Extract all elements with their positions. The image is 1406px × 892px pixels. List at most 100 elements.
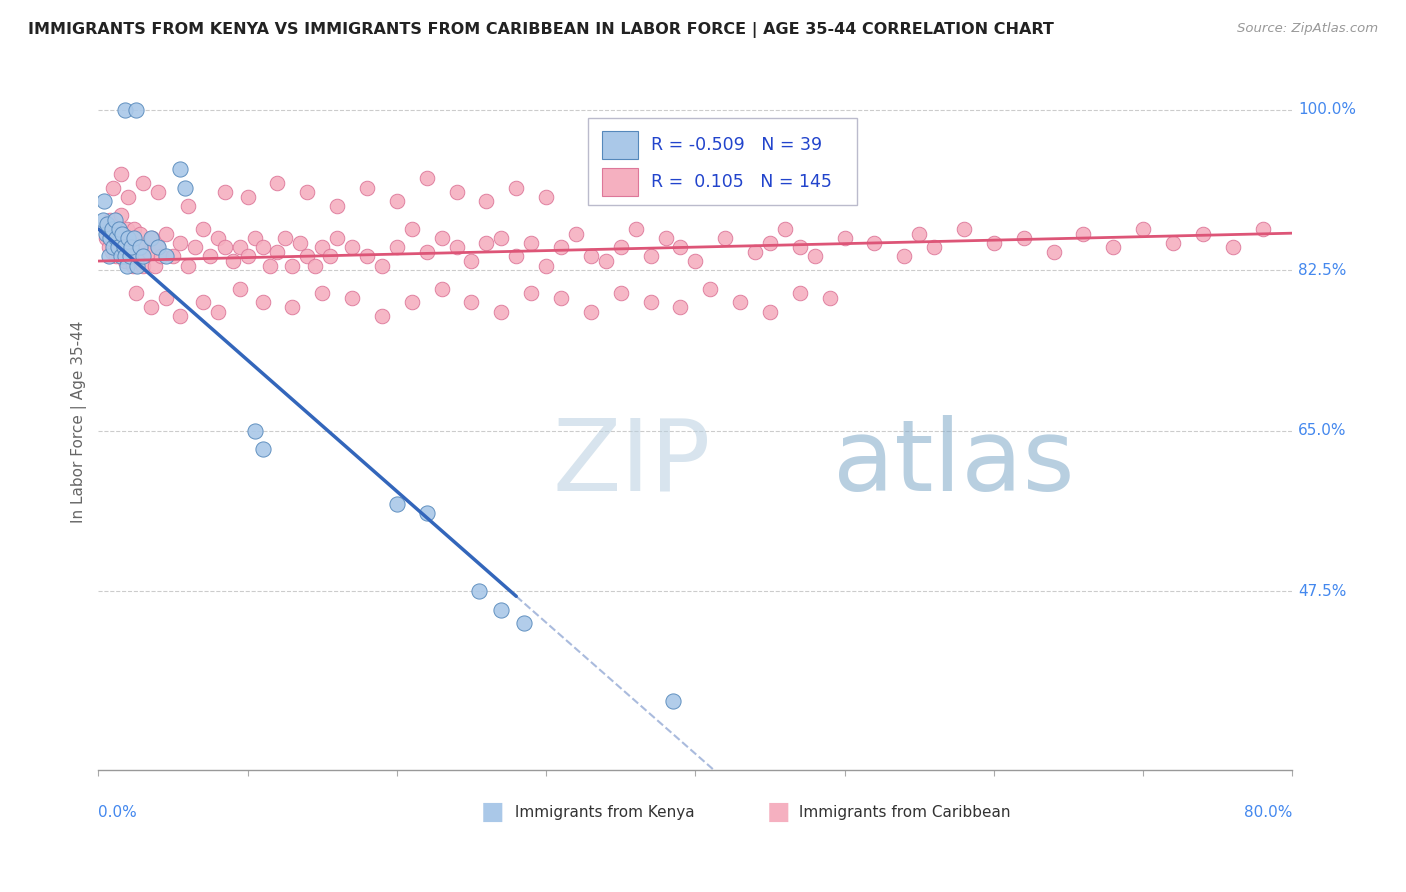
Point	[326, 231, 349, 245]
Text: R = -0.509   N = 39: R = -0.509 N = 39	[651, 136, 823, 153]
Point	[122, 231, 145, 245]
Point	[252, 295, 274, 310]
Text: Source: ZipAtlas.com: Source: ZipAtlas.com	[1237, 22, 1378, 36]
Point	[200, 250, 222, 264]
Point	[155, 291, 177, 305]
Point	[243, 231, 266, 245]
Point	[112, 240, 135, 254]
Point	[129, 227, 152, 241]
Point	[579, 304, 602, 318]
Point	[744, 244, 766, 259]
Point	[326, 199, 349, 213]
Point	[1161, 235, 1184, 250]
Text: ■: ■	[481, 800, 505, 824]
Point	[371, 309, 394, 323]
Point	[107, 240, 129, 254]
Point	[640, 295, 662, 310]
Text: atlas: atlas	[832, 415, 1074, 512]
Point	[101, 222, 124, 236]
Point	[118, 231, 141, 245]
Point	[505, 250, 527, 264]
Point	[759, 304, 782, 318]
Point	[1073, 227, 1095, 241]
Point	[120, 240, 142, 254]
Point	[191, 295, 214, 310]
Point	[385, 240, 408, 254]
Text: R =  0.105   N = 145: R = 0.105 N = 145	[651, 173, 832, 191]
Point	[505, 180, 527, 194]
Point	[115, 259, 138, 273]
Point	[953, 222, 976, 236]
Point	[221, 254, 243, 268]
Point	[356, 250, 378, 264]
Point	[893, 250, 915, 264]
Point	[214, 240, 236, 254]
Point	[304, 259, 326, 273]
Text: 65.0%: 65.0%	[1298, 424, 1347, 438]
Point	[415, 507, 437, 521]
Point	[132, 259, 155, 273]
Point	[385, 497, 408, 511]
Point	[110, 167, 132, 181]
Point	[229, 282, 252, 296]
Point	[114, 250, 136, 264]
Point	[138, 244, 160, 259]
Point	[132, 250, 155, 264]
Point	[236, 190, 259, 204]
Point	[1102, 240, 1125, 254]
Point	[1132, 222, 1154, 236]
Point	[124, 103, 146, 117]
Point	[243, 424, 266, 438]
Point	[579, 250, 602, 264]
Point	[177, 259, 200, 273]
Point	[259, 259, 281, 273]
Point	[371, 259, 394, 273]
Point	[728, 295, 751, 310]
Point	[127, 250, 149, 264]
Point	[93, 194, 115, 209]
Point	[908, 227, 931, 241]
Point	[105, 231, 128, 245]
Point	[818, 291, 841, 305]
Point	[773, 222, 796, 236]
Point	[565, 227, 588, 241]
Point	[491, 231, 513, 245]
Point	[150, 250, 173, 264]
Point	[124, 286, 146, 301]
Point	[229, 240, 252, 254]
Text: 0.0%: 0.0%	[98, 805, 138, 820]
Point	[122, 222, 145, 236]
FancyBboxPatch shape	[588, 119, 856, 205]
Text: 47.5%: 47.5%	[1298, 584, 1347, 599]
Point	[446, 186, 468, 200]
Text: 82.5%: 82.5%	[1298, 263, 1347, 277]
Point	[1222, 240, 1244, 254]
Text: 80.0%: 80.0%	[1244, 805, 1292, 820]
Point	[460, 295, 482, 310]
Point	[98, 231, 121, 245]
Point	[104, 212, 127, 227]
Point	[609, 286, 631, 301]
Point	[297, 250, 319, 264]
Point	[550, 291, 572, 305]
Point	[146, 240, 169, 254]
Point	[640, 250, 662, 264]
Point	[520, 286, 543, 301]
Point	[922, 240, 945, 254]
Point	[127, 259, 149, 273]
Point	[401, 295, 423, 310]
Point	[318, 250, 340, 264]
Point	[184, 240, 207, 254]
Point	[662, 694, 685, 708]
Point	[132, 176, 155, 190]
Point	[340, 240, 363, 254]
Point	[104, 222, 127, 236]
Point	[1251, 222, 1274, 236]
Text: 100.0%: 100.0%	[1298, 103, 1357, 117]
Point	[534, 259, 557, 273]
Point	[91, 212, 114, 227]
Point	[97, 240, 120, 254]
Point	[274, 231, 297, 245]
Point	[1042, 244, 1064, 259]
Point	[108, 240, 131, 254]
